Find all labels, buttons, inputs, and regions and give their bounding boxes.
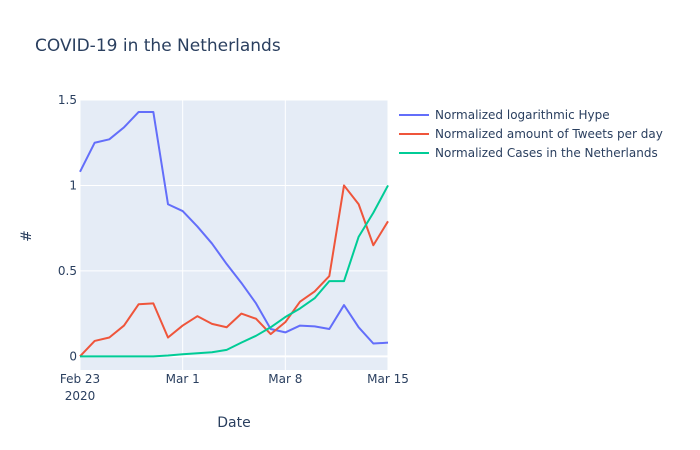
x-axis-ticks: Feb 23 2020 Mar 1 Mar 8 Mar 15	[60, 372, 409, 403]
y-tick-label: 0.5	[58, 264, 77, 278]
y-tick-label: 1	[69, 178, 77, 192]
gridlines	[79, 99, 389, 370]
x-tick-label: Mar 1	[166, 372, 200, 386]
series-line-1	[79, 110, 389, 345]
x-tick-sublabel: 2020	[65, 389, 96, 403]
y-axis-ticks: 0 0.5 1 1.5	[58, 93, 77, 363]
legend-item-2[interactable]: Normalized amount of Tweets per day	[399, 127, 663, 141]
y-tick-label: 1.5	[58, 93, 77, 107]
chart-title: COVID-19 in the Netherlands	[35, 36, 281, 56]
y-tick-label: 0	[69, 349, 77, 363]
series-lines	[79, 110, 389, 358]
x-axis-title: Date	[217, 415, 250, 431]
plot-area	[80, 100, 388, 370]
legend-item-3[interactable]: Normalized Cases in the Netherlands	[399, 146, 658, 160]
series-line-2	[79, 184, 389, 358]
legend-item-1[interactable]: Normalized logarithmic Hype	[399, 108, 610, 122]
series-line-3	[80, 184, 389, 358]
x-tick-label: Mar 8	[268, 372, 302, 386]
legend-label: Normalized Cases in the Netherlands	[435, 146, 658, 160]
legend-label: Normalized amount of Tweets per day	[435, 127, 663, 141]
y-axis-title: #	[19, 230, 35, 242]
legend-label: Normalized logarithmic Hype	[435, 108, 610, 122]
legend[interactable]: Normalized logarithmic Hype Normalized am…	[399, 108, 663, 160]
x-tick-label: Mar 15	[367, 372, 409, 386]
x-tick-label: Feb 23	[60, 372, 100, 386]
